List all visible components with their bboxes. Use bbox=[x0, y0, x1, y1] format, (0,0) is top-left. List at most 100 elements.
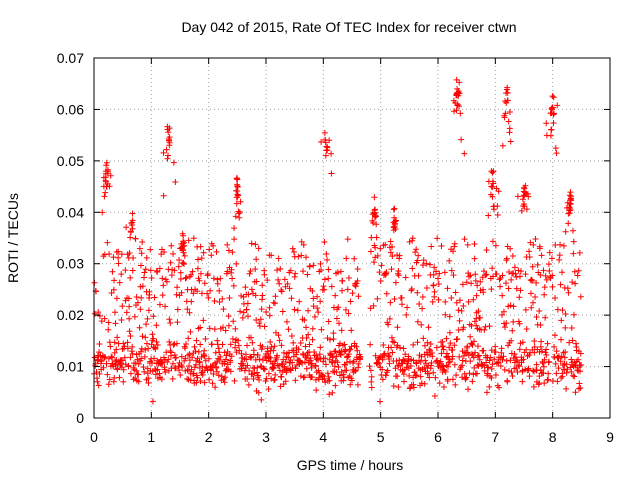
data-point bbox=[525, 366, 532, 373]
data-point bbox=[487, 354, 494, 361]
data-point bbox=[213, 248, 220, 255]
data-point bbox=[429, 298, 436, 305]
data-point bbox=[467, 272, 474, 279]
data-point bbox=[150, 313, 157, 320]
data-point bbox=[538, 338, 545, 345]
data-point bbox=[553, 348, 560, 355]
data-point bbox=[261, 267, 268, 274]
data-point bbox=[541, 356, 548, 363]
data-point bbox=[271, 300, 278, 307]
data-point bbox=[409, 235, 416, 242]
data-point bbox=[464, 343, 471, 350]
data-point bbox=[250, 375, 257, 382]
data-point bbox=[468, 350, 475, 357]
data-point bbox=[108, 289, 115, 296]
data-point bbox=[300, 241, 307, 248]
data-point bbox=[301, 317, 308, 324]
data-point bbox=[443, 350, 450, 357]
data-point bbox=[415, 252, 422, 259]
data-point bbox=[244, 362, 251, 369]
data-point bbox=[461, 150, 468, 157]
data-point bbox=[451, 108, 458, 115]
data-point bbox=[227, 368, 234, 375]
y-tick-label: 0 bbox=[76, 410, 84, 426]
data-point bbox=[549, 283, 556, 290]
data-point bbox=[508, 337, 515, 344]
data-point bbox=[388, 334, 395, 341]
data-point bbox=[550, 94, 557, 101]
data-point bbox=[133, 367, 140, 374]
data-point bbox=[165, 152, 172, 159]
data-point bbox=[472, 277, 479, 284]
data-point bbox=[129, 343, 136, 350]
data-point bbox=[532, 294, 539, 301]
data-point bbox=[420, 257, 427, 264]
data-point bbox=[471, 318, 478, 325]
data-point bbox=[127, 274, 134, 281]
data-point bbox=[219, 341, 226, 348]
data-point bbox=[355, 364, 362, 371]
data-point bbox=[510, 318, 517, 325]
data-point bbox=[553, 370, 560, 377]
data-point bbox=[137, 306, 144, 313]
data-point bbox=[250, 347, 257, 354]
data-point bbox=[229, 249, 236, 256]
data-point bbox=[499, 356, 506, 363]
data-point bbox=[383, 290, 390, 297]
data-point bbox=[178, 353, 185, 360]
data-point bbox=[526, 373, 533, 380]
data-point bbox=[502, 280, 509, 287]
data-point bbox=[504, 89, 511, 96]
data-point bbox=[448, 295, 455, 302]
data-point bbox=[355, 360, 362, 367]
data-point bbox=[126, 315, 133, 322]
data-point bbox=[442, 298, 449, 305]
data-point bbox=[118, 271, 125, 278]
data-point bbox=[236, 209, 243, 216]
data-point bbox=[492, 349, 499, 356]
data-point bbox=[492, 343, 499, 350]
data-point bbox=[473, 292, 480, 299]
data-point bbox=[236, 214, 243, 221]
data-point bbox=[182, 341, 189, 347]
data-point bbox=[368, 384, 375, 391]
data-point bbox=[483, 247, 490, 254]
data-point bbox=[182, 345, 189, 352]
data-point bbox=[389, 243, 396, 250]
data-point bbox=[396, 252, 403, 259]
data-point bbox=[194, 355, 201, 362]
data-point bbox=[91, 310, 98, 317]
data-point bbox=[458, 307, 465, 314]
data-point bbox=[373, 221, 380, 228]
data-point bbox=[568, 356, 575, 363]
data-point bbox=[518, 207, 525, 214]
data-point bbox=[239, 314, 246, 321]
data-point bbox=[352, 368, 359, 375]
data-point bbox=[141, 368, 148, 375]
data-point bbox=[552, 294, 559, 301]
data-point bbox=[246, 270, 253, 277]
data-point bbox=[194, 265, 201, 272]
data-point bbox=[570, 311, 577, 318]
data-point bbox=[229, 275, 236, 282]
data-point bbox=[337, 350, 344, 357]
data-point bbox=[502, 110, 509, 117]
data-point bbox=[559, 370, 566, 377]
data-point bbox=[253, 278, 260, 285]
data-point bbox=[413, 372, 420, 379]
data-point bbox=[181, 252, 188, 259]
data-point bbox=[169, 375, 176, 382]
data-point bbox=[459, 357, 466, 364]
data-point bbox=[496, 276, 503, 283]
data-point bbox=[539, 360, 546, 367]
data-point bbox=[546, 268, 553, 275]
data-point bbox=[374, 252, 381, 259]
data-point bbox=[197, 243, 204, 250]
data-point bbox=[294, 307, 301, 314]
data-point bbox=[134, 356, 141, 363]
data-point bbox=[249, 339, 256, 346]
data-point bbox=[161, 366, 168, 373]
data-point bbox=[512, 270, 519, 277]
data-point bbox=[222, 374, 229, 381]
data-point bbox=[199, 371, 206, 378]
